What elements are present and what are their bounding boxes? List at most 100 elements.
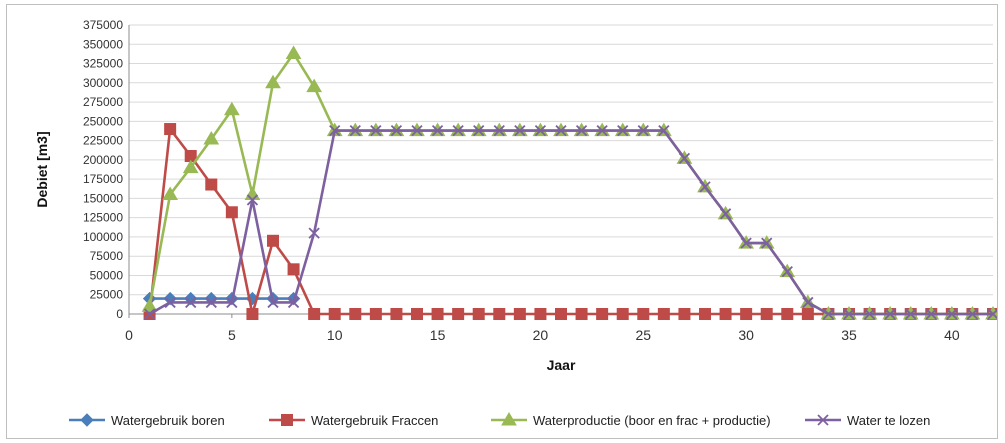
marker-stroke: [164, 296, 176, 309]
data-point: [534, 308, 547, 320]
legend-marker: [817, 414, 829, 426]
series-line: [148, 52, 993, 316]
data-point: [370, 124, 382, 137]
data-point: [452, 308, 465, 320]
marker-stroke: [575, 124, 588, 137]
data-point: [740, 237, 752, 249]
y-tick-label: 375000: [83, 18, 123, 32]
marker-stroke: [966, 308, 979, 320]
data-point: [226, 296, 238, 309]
gridlines: [129, 24, 993, 315]
series-2: [143, 123, 999, 320]
marker-stroke: [925, 308, 937, 320]
data-point: [203, 131, 220, 145]
data-point: [493, 308, 506, 320]
data-point: [719, 208, 732, 220]
data-point: [905, 308, 917, 320]
data-point: [369, 308, 382, 320]
y-tick-label: 0: [116, 307, 123, 321]
data-point: [555, 124, 567, 137]
data-point: [267, 296, 279, 309]
data-point: [349, 308, 362, 320]
legend: Watergebruik boren Watergebruik Fraccen Wa…: [69, 412, 930, 428]
y-tick-label: 125000: [83, 211, 123, 225]
data-point: [699, 308, 711, 320]
marker-stroke: [863, 308, 876, 320]
marker-stroke: [843, 308, 855, 320]
data-point: [204, 291, 218, 306]
marker-stroke: [308, 227, 320, 239]
data-point: [678, 152, 691, 164]
marker-stroke: [596, 124, 608, 137]
data-point: [244, 186, 261, 201]
marker-stroke: [884, 308, 896, 320]
legend-label: Waterproductie (boor en frac + productie…: [533, 413, 771, 428]
x-tick-label: 15: [430, 327, 446, 343]
marker-stroke: [534, 124, 547, 137]
legend-label: Water te lozen: [847, 413, 930, 428]
marker-stroke: [431, 124, 444, 137]
marker-stroke: [802, 296, 814, 309]
y-axis-title: Debiet [m3]: [34, 131, 50, 207]
data-point: [164, 296, 176, 309]
y-tick-label: 50000: [90, 268, 124, 282]
legend-label: Watergebruik boren: [111, 413, 225, 428]
marker-stroke: [817, 414, 829, 426]
data-point: [884, 308, 896, 320]
data-point: [349, 124, 361, 137]
data-point: [575, 124, 588, 137]
y-tick-label: 25000: [90, 288, 124, 302]
data-point: [946, 308, 958, 320]
data-point: [163, 291, 177, 306]
data-point: [390, 124, 403, 137]
data-point: [143, 308, 156, 320]
marker-stroke: [946, 308, 958, 320]
data-point: [225, 206, 238, 219]
data-point: [596, 124, 608, 137]
marker-stroke: [761, 237, 773, 249]
data-point: [843, 308, 855, 320]
data-point: [925, 308, 937, 320]
data-point: [328, 308, 341, 320]
y-tick-label: 225000: [83, 134, 123, 148]
x-tick-label: 0: [125, 327, 133, 343]
data-point: [329, 124, 341, 137]
series-group: [141, 45, 1001, 320]
data-point: [493, 124, 505, 137]
legend-item-2: Watergebruik Fraccen: [269, 413, 438, 428]
data-point: [513, 308, 526, 320]
marker-stroke: [390, 124, 403, 137]
data-point: [141, 298, 158, 312]
marker-stroke: [185, 296, 197, 309]
data-point: [555, 308, 567, 320]
legend-item-1: Watergebruik boren: [69, 413, 225, 428]
data-point: [411, 308, 423, 320]
data-point: [575, 308, 588, 320]
data-point: [534, 124, 547, 137]
data-point: [617, 124, 629, 137]
legend-marker: [501, 412, 517, 426]
marker-stroke: [411, 124, 423, 137]
marker-stroke: [678, 152, 691, 164]
marker-stroke: [658, 124, 670, 137]
data-point: [740, 308, 753, 320]
data-point: [637, 308, 650, 320]
data-point: [473, 124, 485, 137]
data-point: [781, 265, 793, 278]
data-point: [596, 308, 609, 320]
x-tick-label: 25: [635, 327, 651, 343]
y-tick-label: 200000: [83, 153, 123, 167]
marker-stroke: [514, 124, 526, 137]
marker-stroke: [226, 296, 238, 309]
data-point: [285, 45, 302, 60]
data-point: [308, 308, 321, 320]
data-point: [390, 308, 403, 320]
data-point: [411, 124, 423, 137]
data-point: [801, 308, 814, 320]
data-point: [431, 124, 444, 137]
marker-stroke: [781, 265, 793, 278]
data-point: [246, 308, 259, 320]
x-tick-label: 10: [327, 327, 343, 343]
data-point: [223, 101, 240, 116]
marker-stroke: [349, 124, 361, 137]
